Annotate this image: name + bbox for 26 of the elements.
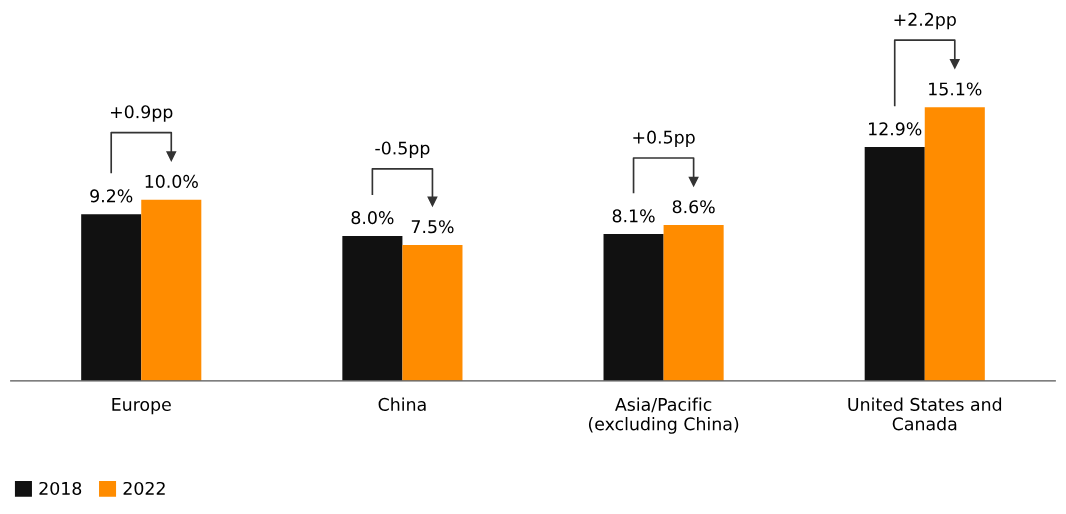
- x-tick-label: Europe: [112, 398, 171, 415]
- bar: [342, 235, 403, 381]
- annotation: +0.5pp: [633, 130, 695, 148]
- data-label: 8.0%: [351, 211, 394, 225]
- x-tick-label: United States and Canada: [848, 397, 1002, 431]
- bar: [603, 234, 664, 381]
- data-label: 7.5%: [411, 220, 454, 234]
- legend-label: 2018: [39, 481, 82, 496]
- data-label: 8.1%: [612, 209, 655, 223]
- bar: [924, 107, 985, 381]
- annotation: +0.9pp: [110, 105, 173, 122]
- x-tick-label: China: [378, 397, 426, 411]
- bar: [141, 199, 202, 381]
- text: +2.2pp: [894, 12, 956, 30]
- annotation: -0.5pp: [375, 141, 430, 158]
- x-tick-label: Asia/Pacific (excluding China): [588, 397, 739, 434]
- data-label: 9.2%: [90, 189, 133, 203]
- data-label: 12.9%: [869, 122, 922, 136]
- data-label: 15.1%: [929, 82, 982, 96]
- bar: [663, 225, 724, 381]
- bar: [402, 244, 463, 381]
- bar: [81, 214, 142, 381]
- data-label: 8.6%: [672, 200, 715, 214]
- bar: [864, 147, 925, 381]
- data-label: 10.0%: [145, 174, 198, 188]
- legend-label: 2022: [123, 481, 165, 496]
